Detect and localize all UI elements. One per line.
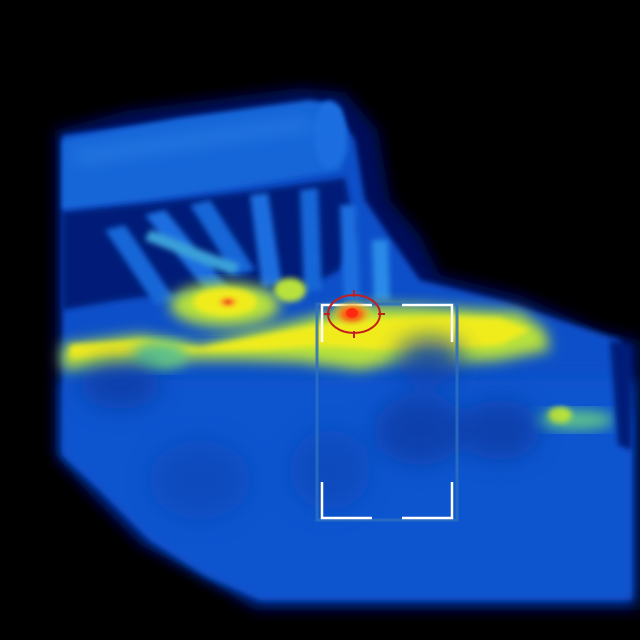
hotspot-core (346, 308, 358, 318)
reticle-icon (324, 290, 385, 338)
strut-group (105, 188, 390, 305)
body-details (80, 338, 540, 520)
cavity-shadow (62, 178, 355, 310)
target-box (315, 302, 459, 522)
right-heat (535, 340, 632, 450)
boom-end (314, 101, 346, 169)
engine-heat (132, 278, 306, 369)
boom-highlight (70, 118, 320, 165)
